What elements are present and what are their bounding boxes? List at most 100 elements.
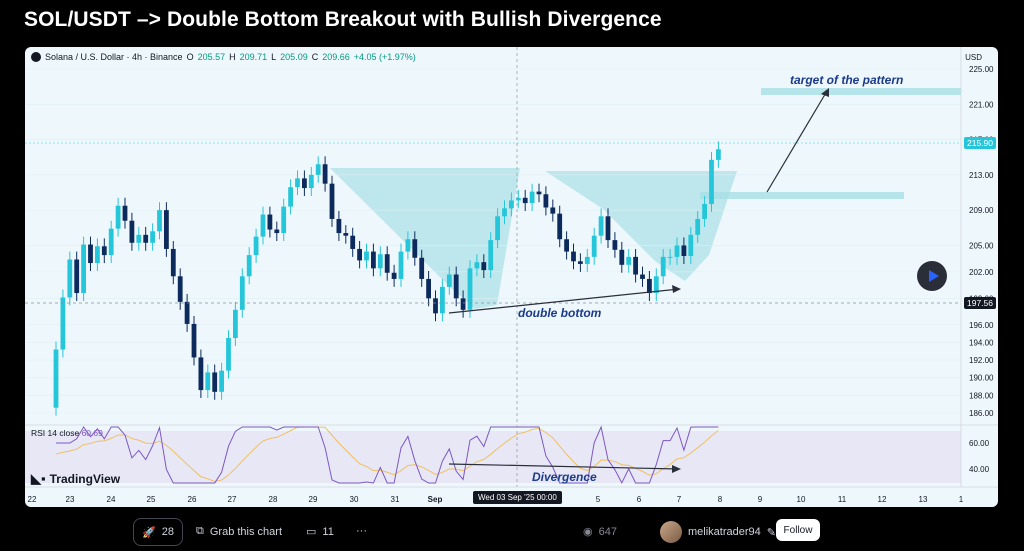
more-button[interactable]: ··· [356, 525, 367, 537]
candle-body [343, 233, 349, 236]
open-value: 205.57 [197, 52, 226, 62]
candle-body [184, 301, 190, 324]
candle-body [143, 234, 149, 243]
candle-body [474, 262, 480, 269]
time-tick: 25 [147, 495, 156, 504]
grab-chart-button[interactable]: ⧉ Grab this chart [196, 525, 282, 538]
candle-body [219, 370, 224, 392]
candle-body [419, 257, 425, 279]
candle-body [612, 240, 618, 250]
last-price-tag: 215.90 [964, 137, 996, 149]
candle-body [709, 159, 714, 204]
price-tick: 194.00 [969, 338, 994, 347]
candle-body [688, 234, 694, 256]
candle-body [681, 245, 687, 256]
candle-body [377, 254, 383, 269]
candle-body [101, 246, 107, 256]
time-tick: 30 [350, 495, 359, 504]
tradingview-logo: ◣▪ TradingView [31, 471, 120, 487]
views-count: 647 [598, 525, 617, 538]
time-tick: 27 [228, 495, 237, 504]
time-tick: 24 [107, 495, 116, 504]
time-tick: 9 [758, 495, 763, 504]
candle-body [440, 286, 445, 314]
time-tick: 5 [596, 495, 601, 504]
candle-body [702, 203, 707, 219]
chart-legend[interactable]: Solana / U.S. Dollar · 4h · Binance O 205… [31, 52, 416, 62]
candle-body [308, 174, 314, 189]
candle-body [584, 256, 590, 264]
candle-body [329, 183, 335, 219]
candle-body [502, 208, 507, 217]
author-link[interactable]: melikatrader94 ✎ [660, 521, 776, 543]
comments-button[interactable]: ▭ 11 [306, 525, 334, 539]
breakout-zone [700, 192, 904, 199]
price-tick: 213.00 [969, 171, 994, 180]
chart-panel[interactable]: 225.00221.00217.00213.00209.00205.00202.… [25, 47, 998, 507]
chart-grid [25, 68, 961, 414]
symbol-label[interactable]: Solana / U.S. Dollar · 4h · Binance [45, 52, 183, 62]
more-icon: ··· [356, 525, 367, 537]
candle-body [426, 278, 431, 299]
candle-body [640, 274, 645, 279]
candle-body [122, 205, 128, 221]
tradingview-icon: ◣▪ [31, 471, 46, 486]
candle-body [246, 255, 252, 277]
eye-icon: ◉ [583, 526, 593, 538]
candle-body [453, 274, 459, 299]
time-tick: 29 [309, 495, 318, 504]
candle-body [274, 229, 280, 234]
candle-body [288, 187, 293, 207]
time-tick: 26 [188, 495, 197, 504]
rsi-legend[interactable]: RSI 14 close 60.69 [31, 428, 103, 438]
time-tick: 22 [28, 495, 37, 504]
boost-button[interactable]: 🚀 28 [133, 518, 183, 546]
post-title: SOL/USDT –> Double Bottom Breakout with … [24, 8, 662, 31]
divergence-annotation: Divergence [532, 470, 597, 484]
candle-body [212, 372, 218, 392]
candle-body [205, 372, 211, 391]
candle-body [295, 178, 300, 188]
currency-label: USD [965, 53, 982, 62]
time-tick: 10 [797, 495, 806, 504]
candle-body [605, 216, 611, 241]
chart-canvas[interactable]: 225.00221.00217.00213.00209.00205.00202.… [25, 47, 998, 507]
candle-body [302, 178, 307, 189]
candle-body [53, 349, 59, 408]
play-button[interactable] [917, 261, 947, 291]
candle-body [515, 197, 521, 201]
candle-body [336, 218, 342, 234]
candle-body [626, 256, 632, 265]
candle-body [260, 214, 266, 237]
candle-body [495, 216, 500, 241]
rsi-tick: 40.00 [969, 465, 990, 474]
play-icon [928, 270, 939, 282]
candle-body [350, 235, 356, 249]
follow-button[interactable]: Follow [776, 519, 820, 541]
avatar [660, 521, 682, 543]
candle-body [170, 248, 176, 277]
price-tick: 186.00 [969, 409, 994, 418]
candle-body [716, 149, 721, 160]
candle-body [198, 357, 204, 391]
candle-body [591, 235, 597, 257]
candle-body [67, 259, 73, 298]
price-tick: 221.00 [969, 100, 994, 109]
time-tick: 7 [677, 495, 682, 504]
candle-body [695, 218, 701, 235]
high-label: H [229, 52, 236, 62]
boost-count: 28 [161, 526, 174, 538]
comment-count: 11 [322, 525, 334, 538]
candle-body [412, 239, 418, 258]
views-counter: ◉ 647 [583, 525, 617, 539]
target-annotation: target of the pattern [790, 73, 904, 87]
candle-body [446, 274, 452, 287]
candle-body [108, 228, 114, 256]
change-value: +4.05 (+1.97%) [353, 52, 416, 62]
price-tick: 192.00 [969, 356, 994, 365]
candle-body [481, 262, 487, 271]
candle-body [164, 210, 169, 249]
candle-body [357, 248, 362, 261]
candle-body [509, 200, 514, 209]
candle-body [95, 246, 100, 264]
